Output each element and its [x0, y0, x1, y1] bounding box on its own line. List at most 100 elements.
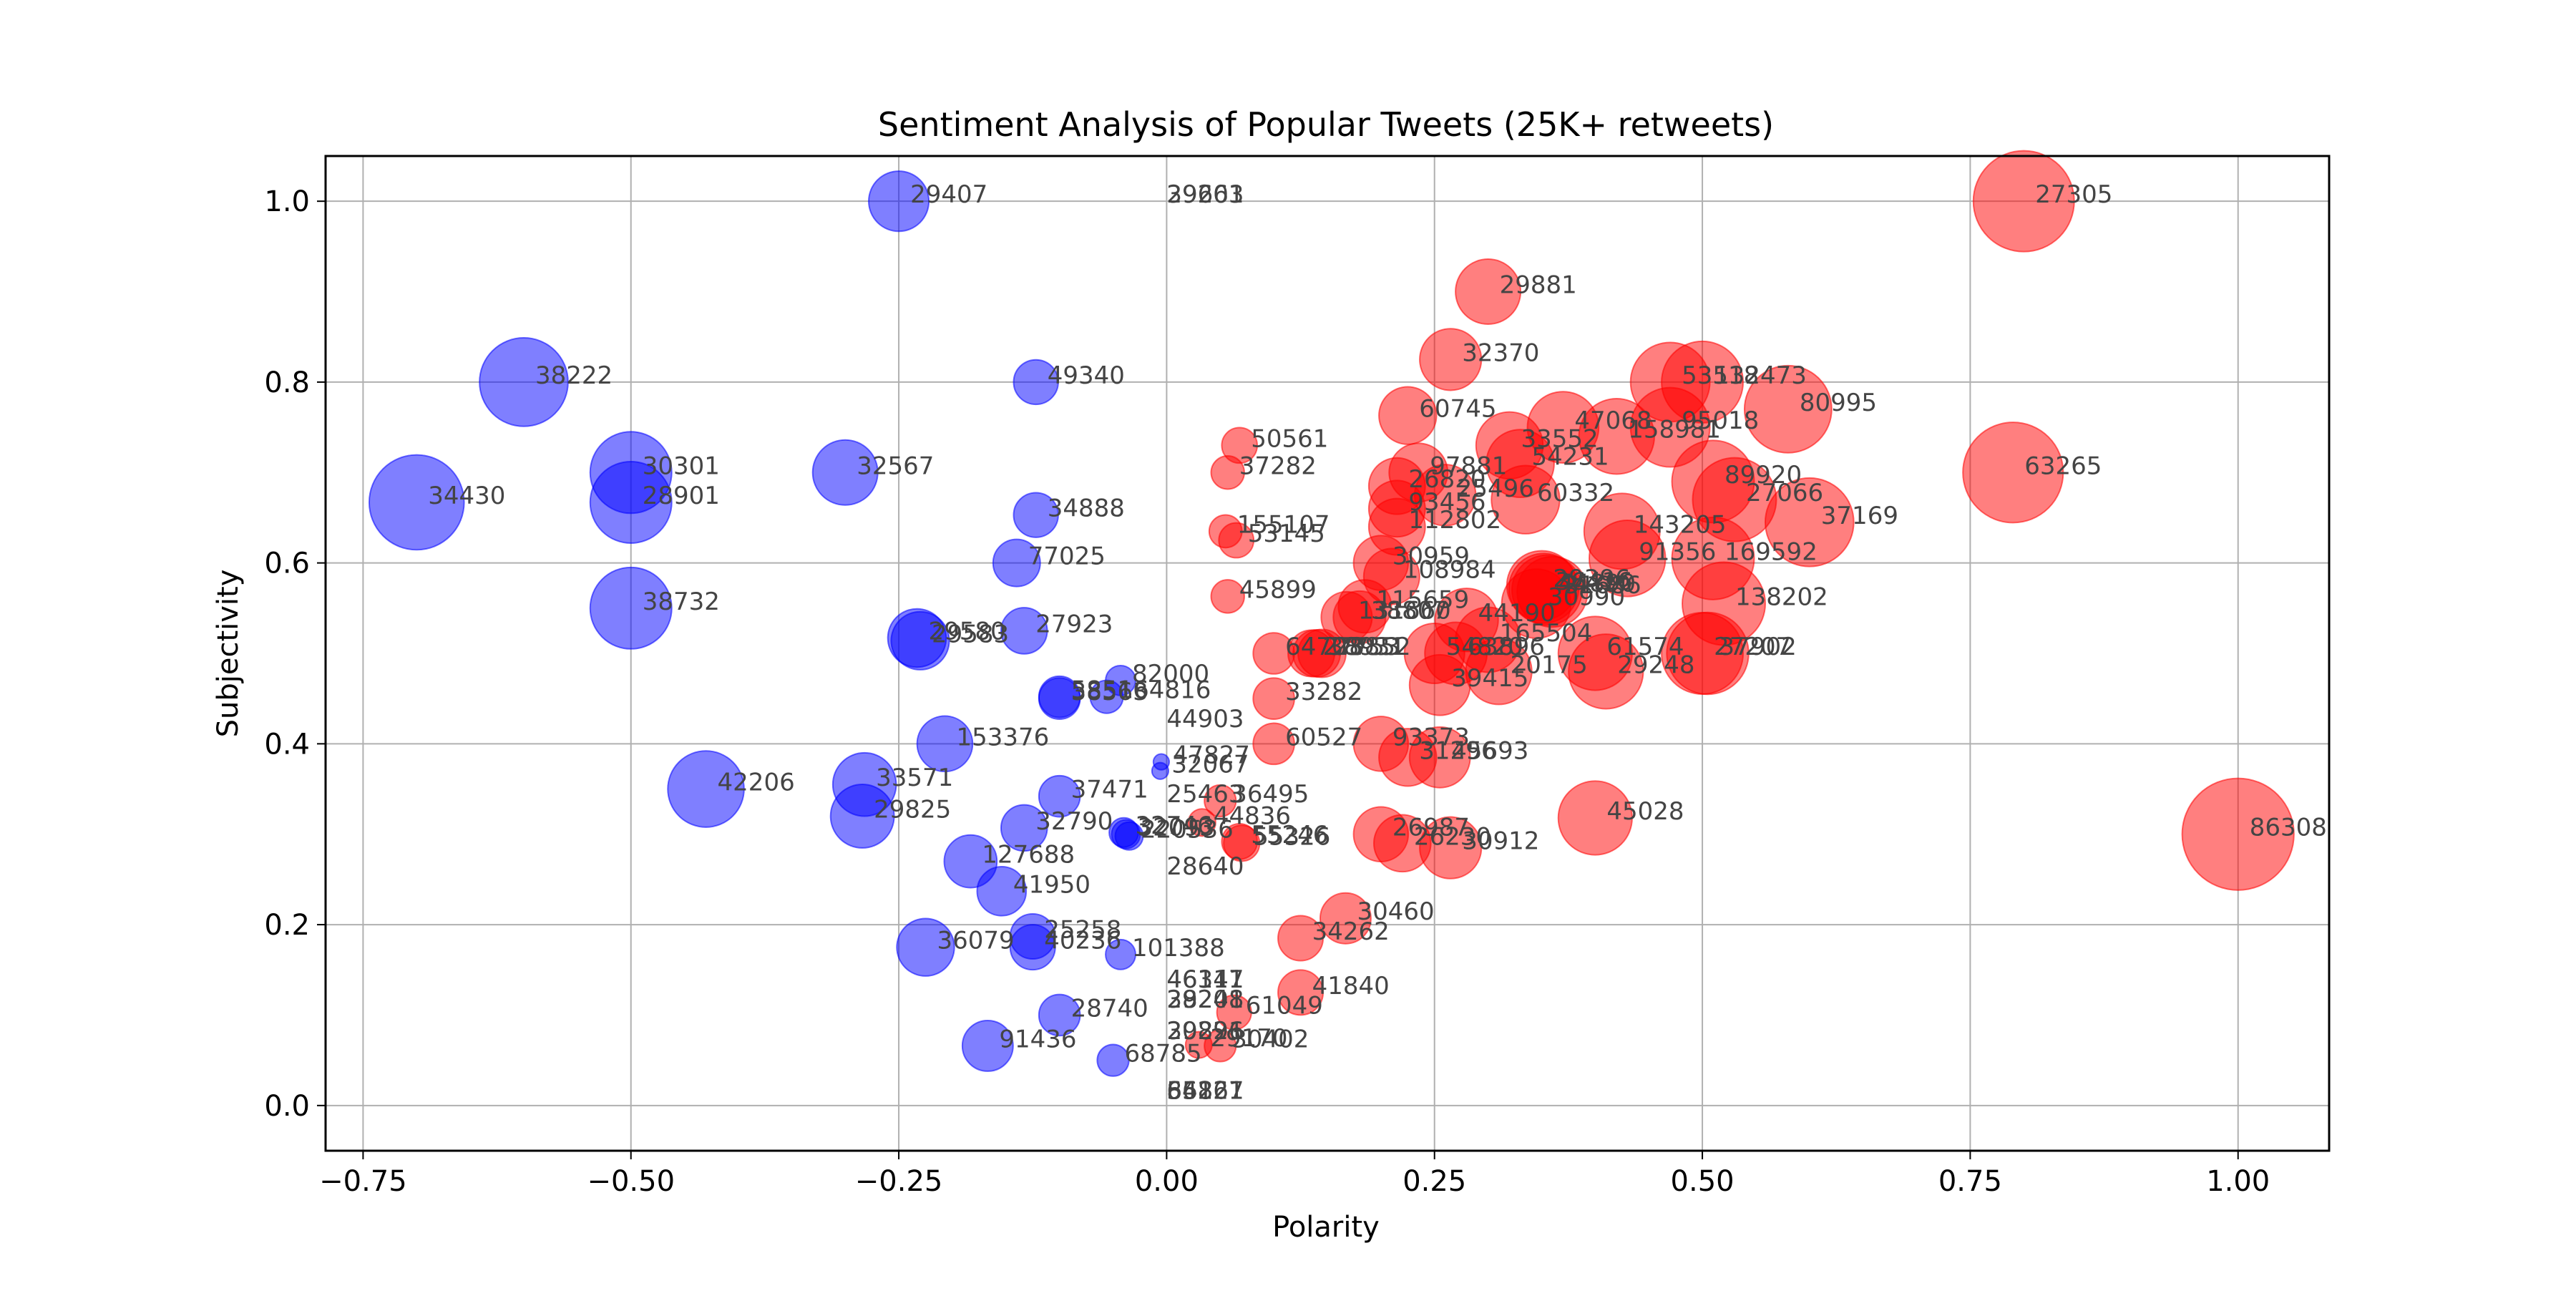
point-label: 108984: [1403, 556, 1496, 585]
scatter-points: [368, 150, 2295, 1077]
point-label: 40236: [1044, 927, 1121, 955]
point-label: 30301: [643, 452, 720, 480]
scatter-point: [1038, 993, 1081, 1037]
point-label: 53518: [1682, 361, 1759, 390]
point-label: 44836: [1214, 802, 1291, 830]
point-label: 63265: [2024, 452, 2102, 480]
point-label: 29580: [929, 618, 1006, 646]
plot-area-frame: [324, 155, 2331, 1152]
x-tick-label: 0.00: [1135, 1165, 1199, 1198]
point-label: 30912: [1462, 827, 1539, 856]
point-label-zero-polarity: 46341: [1166, 965, 1244, 994]
point-label: 27207: [1714, 633, 1791, 661]
x-tick-label: 0.25: [1402, 1165, 1466, 1198]
x-tick-label: −0.25: [855, 1165, 943, 1198]
point-label: 143205: [1634, 510, 1727, 539]
scatter-point: [589, 566, 673, 650]
scatter-point: [868, 170, 930, 233]
scatter-point: [1184, 1031, 1213, 1059]
point-label: 42206: [718, 769, 795, 797]
scatter-point: [1419, 816, 1483, 880]
scatter-point: [1972, 150, 2075, 253]
scatter-point: [1277, 969, 1324, 1016]
scatter-point: [1408, 726, 1471, 789]
scatter-point: [1252, 722, 1295, 766]
point-label: 60527: [1285, 723, 1362, 751]
scatter-point: [479, 337, 569, 427]
point-label: 30959: [1392, 542, 1470, 571]
point-label: 44190: [1478, 599, 1556, 628]
point-label: 153376: [956, 723, 1049, 751]
point-label: 37282: [1239, 452, 1317, 480]
point-label: 30990: [1548, 583, 1625, 612]
point-label-zero-polarity: 64161: [1166, 1076, 1244, 1105]
point-label: 29170: [1210, 1024, 1287, 1053]
point-label: 30460: [1357, 897, 1434, 926]
point-label: 36079: [937, 927, 1015, 955]
point-label: 41950: [1013, 870, 1091, 899]
x-tick-label: −0.75: [319, 1165, 407, 1198]
scatter-point: [1455, 258, 1522, 326]
point-label: 36416: [1555, 567, 1632, 596]
scatter-point: [1297, 628, 1347, 678]
point-label: 32067: [1171, 750, 1249, 779]
scatter-point: [1962, 422, 2064, 524]
point-label: 39415: [1451, 664, 1528, 693]
point-label: 28901: [643, 482, 720, 510]
point-label: 45028: [1606, 797, 1684, 826]
scatter-point: [1210, 579, 1245, 614]
point-label: 27066: [1746, 479, 1823, 507]
point-label: 30402: [1231, 1025, 1309, 1053]
chart-title: Sentiment Analysis of Popular Tweets (25…: [878, 105, 1774, 144]
point-label: 91436: [999, 1025, 1076, 1053]
point-label: 91356: [1639, 537, 1716, 566]
scatter-point: [1210, 455, 1245, 490]
scatter-point: [1557, 780, 1633, 856]
point-label: 27923: [1035, 610, 1113, 638]
point-label-zero-polarity: 46117: [1166, 965, 1244, 994]
y-tick-label: 0.8: [264, 366, 310, 399]
point-label: 38732: [643, 588, 720, 616]
point-label: 64703: [1285, 633, 1362, 661]
point-label: 61574: [1606, 633, 1684, 661]
point-label: 127688: [982, 841, 1075, 869]
point-label: 34888: [1048, 495, 1125, 523]
scatter-point: [1089, 679, 1124, 714]
scatter-point: [368, 454, 465, 551]
point-label: 49340: [1048, 361, 1125, 390]
point-label: 54820: [1446, 633, 1523, 661]
point-label: 115659: [1376, 585, 1469, 614]
point-label: 169592: [1724, 537, 1818, 566]
point-label: 60745: [1419, 395, 1496, 424]
point-label: 31296: [1419, 736, 1496, 765]
point-label: 37471: [1071, 776, 1148, 804]
scatter-point: [1743, 364, 1833, 454]
x-tick-label: −0.50: [587, 1165, 675, 1198]
x-tick-label: 0.50: [1671, 1165, 1735, 1198]
y-tick-label: 1.0: [264, 185, 310, 218]
point-label: 36495: [1231, 780, 1309, 809]
scatter-point: [589, 460, 673, 544]
scatter-point: [1105, 938, 1136, 970]
point-label: 33571: [876, 764, 953, 792]
scatter-point: [961, 1019, 1014, 1072]
point-label: 93373: [1392, 723, 1470, 751]
point-label: 131660: [1358, 596, 1451, 625]
point-label: 29396: [1553, 565, 1630, 593]
point-label: 26987: [1392, 814, 1470, 842]
point-label: 47827: [1173, 741, 1250, 770]
point-label: 58516: [1071, 676, 1148, 705]
point-label-zero-polarity: 39663: [1166, 180, 1244, 209]
point-label-zero-polarity: 28640: [1166, 852, 1244, 881]
x-tick-label: 0.75: [1938, 1165, 2002, 1198]
scatter-point: [1277, 915, 1324, 962]
x-axis-label: Polarity: [1272, 1211, 1380, 1244]
scatter-point: [1419, 328, 1483, 391]
y-tick-label: 0.6: [264, 547, 310, 580]
scatter-point: [667, 750, 745, 828]
point-label: 38222: [535, 361, 613, 390]
point-label: 29407: [910, 180, 987, 209]
point-label: 28740: [1071, 994, 1148, 1023]
